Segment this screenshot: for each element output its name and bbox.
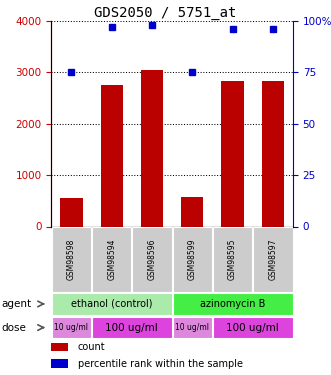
Bar	[253, 226, 293, 292]
Bar	[172, 226, 212, 292]
Bar	[52, 226, 91, 292]
Text: ethanol (control): ethanol (control)	[71, 299, 153, 309]
Text: dose: dose	[2, 322, 26, 333]
Bar	[221, 81, 244, 226]
Bar	[101, 85, 123, 226]
Text: GSM98598: GSM98598	[67, 238, 76, 280]
Text: GDS2050 / 5751_at: GDS2050 / 5751_at	[94, 6, 237, 20]
Text: 10 ug/ml: 10 ug/ml	[175, 323, 209, 332]
Bar	[92, 317, 172, 338]
Bar	[132, 226, 172, 292]
Bar	[213, 226, 252, 292]
Text: count: count	[78, 342, 106, 352]
Text: 100 ug/ml: 100 ug/ml	[226, 322, 279, 333]
Bar	[172, 293, 293, 315]
Text: GSM98595: GSM98595	[228, 238, 237, 280]
Bar	[92, 226, 131, 292]
Text: GSM98594: GSM98594	[107, 238, 116, 280]
Bar	[52, 293, 172, 315]
Bar	[213, 317, 293, 338]
Bar	[51, 343, 68, 351]
Bar	[172, 317, 212, 338]
Bar	[262, 81, 284, 226]
Text: 100 ug/ml: 100 ug/ml	[106, 322, 158, 333]
Bar	[181, 196, 203, 226]
Text: 10 ug/ml: 10 ug/ml	[54, 323, 88, 332]
Text: agent: agent	[2, 299, 32, 309]
Text: GSM98597: GSM98597	[268, 238, 277, 280]
Bar	[60, 198, 82, 226]
Text: GSM98599: GSM98599	[188, 238, 197, 280]
Text: GSM98596: GSM98596	[148, 238, 157, 280]
Text: azinomycin B: azinomycin B	[200, 299, 265, 309]
Text: percentile rank within the sample: percentile rank within the sample	[78, 358, 243, 369]
Bar	[141, 69, 163, 226]
Bar	[51, 359, 68, 368]
Bar	[52, 317, 91, 338]
